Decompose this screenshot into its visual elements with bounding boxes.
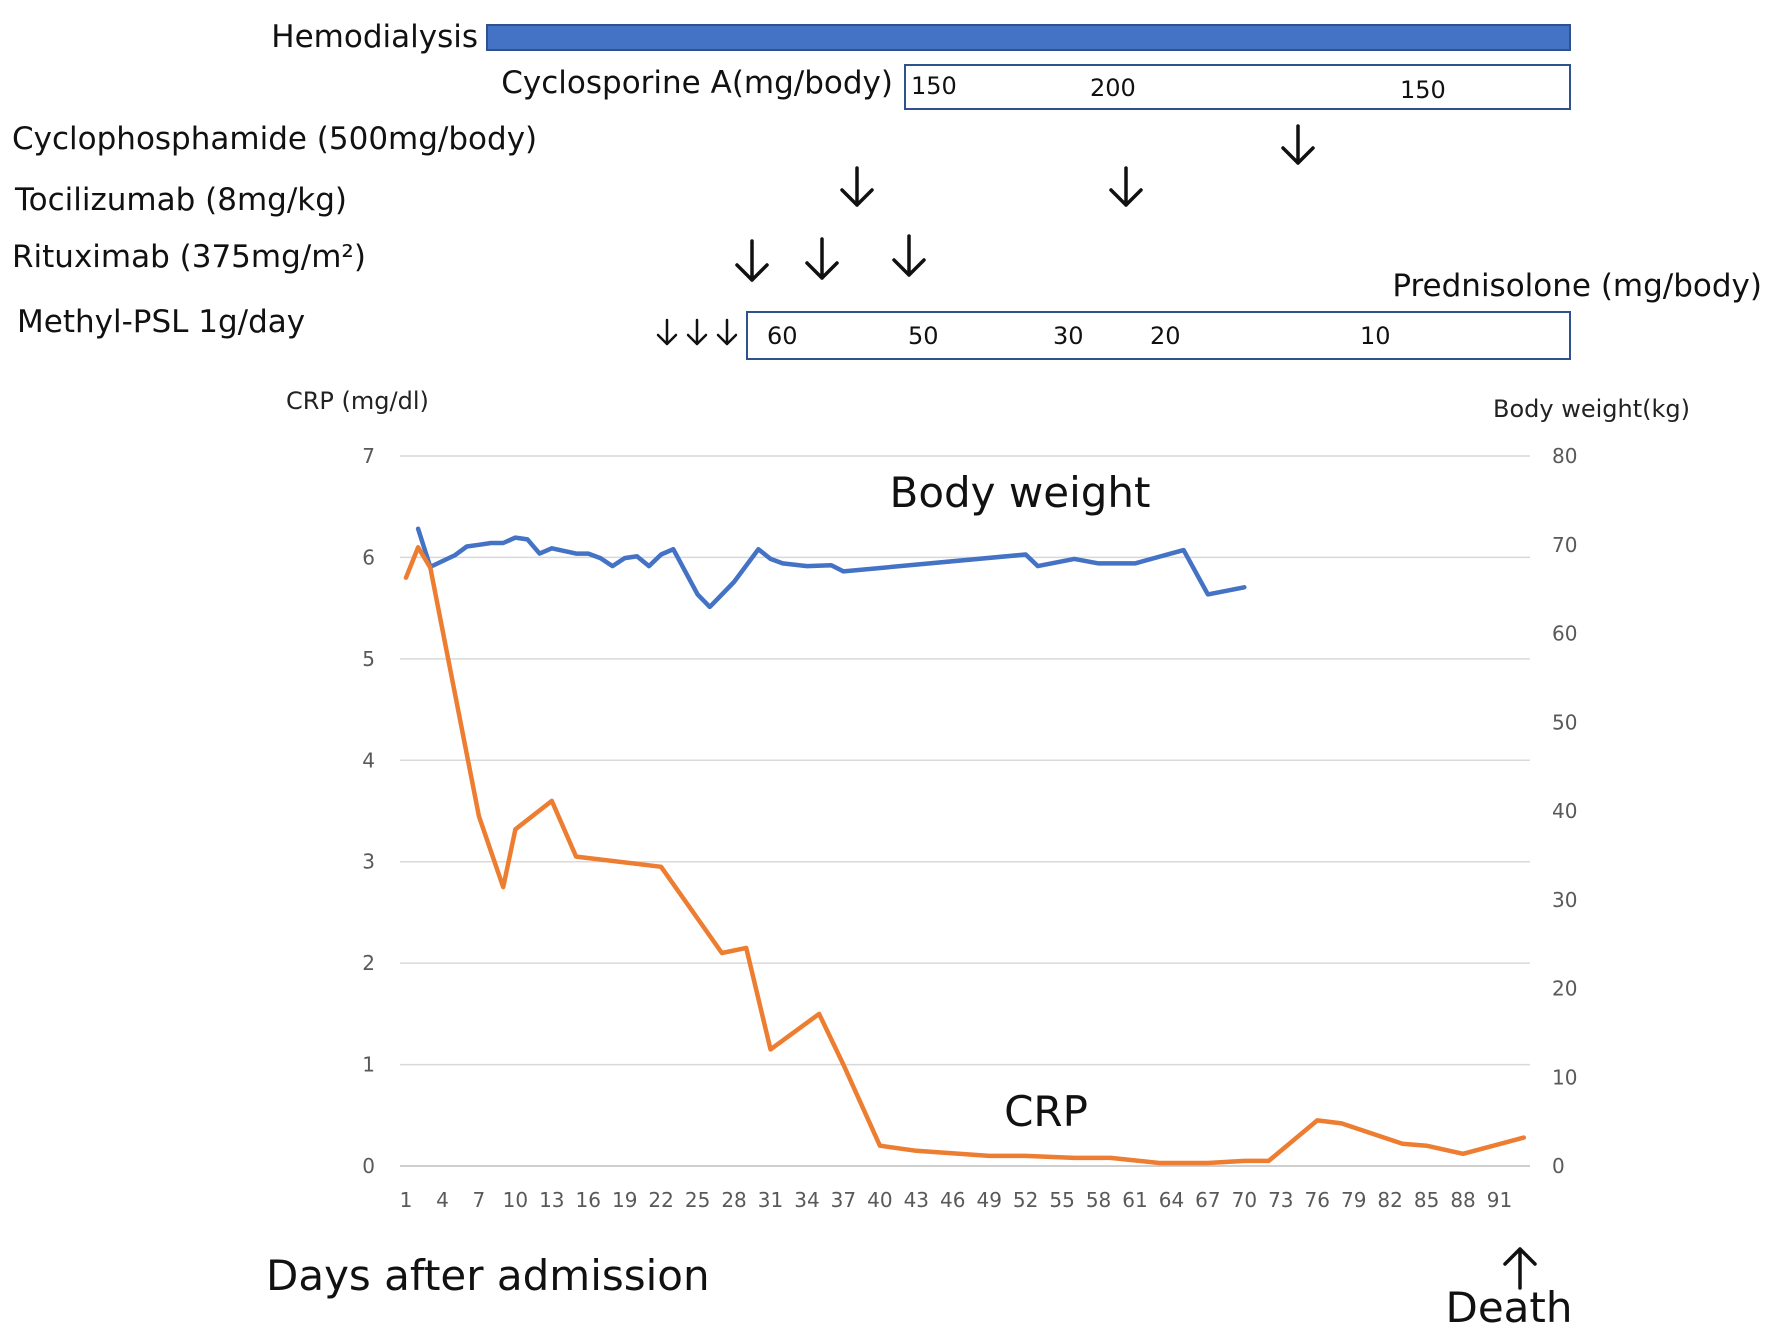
y-left-tick-label: 0 [362,1154,375,1178]
tocilizumab-arrow-icon-2 [1109,166,1143,207]
y-left-tick-label: 7 [362,444,375,468]
x-axis-ticks: 1 4 7 10 13 16 19 22 25 28 31 34 37 40 43 46 49 52 55 58 61 6… [400,1188,1513,1212]
y-axis-left-ticks: 0 1 2 3 4 5 6 7 [362,444,375,1178]
prednisolone-dose-50: 50 [908,322,939,350]
x-tick-label: 79 [1341,1188,1366,1212]
y-right-tick-label: 50 [1552,710,1577,734]
hemodialysis-bar [486,24,1571,51]
x-tick-label: 55 [1049,1188,1074,1212]
cyclosporine-dose-3: 150 [1400,76,1446,104]
x-tick-label: 85 [1414,1188,1439,1212]
y-left-tick-label: 5 [362,647,375,671]
body-weight-series-label: Body weight [890,468,1151,517]
x-tick-label: 31 [758,1188,783,1212]
rituximab-arrow-icon-3 [892,234,926,277]
x-tick-label: 19 [612,1188,637,1212]
gridlines [400,455,1530,1167]
methylpsl-arrow-icon-3 [716,318,738,346]
hemodialysis-label: Hemodialysis [271,19,478,55]
series-line-body-weight [415,526,1247,610]
x-tick-label: 73 [1268,1188,1293,1212]
treatment-timeline: Hemodialysis Cyclosporine A(mg/body) 150… [12,19,1762,360]
x-tick-label: 13 [539,1188,564,1212]
y-left-tick-label: 2 [362,951,375,975]
x-tick-label: 43 [904,1188,929,1212]
x-tick-label: 46 [940,1188,965,1212]
x-tick-label: 64 [1159,1188,1184,1212]
rituximab-label: Rituximab (375mg/m²) [12,239,366,275]
death-arrow-icon [1503,1247,1537,1290]
rituximab-arrow-icon-1 [735,239,769,282]
y-right-tick-label: 20 [1552,977,1577,1001]
y-axis-left-title: CRP (mg/dl) [286,387,429,415]
prednisolone-box [746,311,1571,360]
tocilizumab-arrow-icon-1 [840,166,874,207]
x-tick-label: 34 [794,1188,819,1212]
x-tick-label: 16 [576,1188,601,1212]
y-right-tick-label: 10 [1552,1065,1577,1089]
cyclophosphamide-label: Cyclophosphamide (500mg/body) [12,121,537,157]
y-axis-right-ticks: 0 10 20 30 40 50 60 70 80 [1552,444,1577,1178]
x-tick-label: 10 [503,1188,528,1212]
y-right-tick-label: 70 [1552,533,1577,557]
cyclophosphamide-arrow-icon [1281,124,1315,165]
tocilizumab-label: Tocilizumab (8mg/kg) [14,182,347,218]
y-left-tick-label: 6 [362,545,375,569]
x-tick-label: 67 [1195,1188,1220,1212]
y-right-tick-label: 60 [1552,622,1577,646]
methylpsl-arrow-icon-1 [656,318,678,346]
y-left-tick-label: 1 [362,1053,375,1077]
x-tick-label: 1 [400,1188,413,1212]
methylpsl-label: Methyl-PSL 1g/day [17,304,305,340]
death-label: Death [1445,1283,1572,1332]
y-right-tick-label: 80 [1552,444,1577,468]
x-tick-label: 49 [976,1188,1001,1212]
x-tick-label: 25 [685,1188,710,1212]
prednisolone-dose-20: 20 [1150,322,1181,350]
prednisolone-label: Prednisolone (mg/body) [1392,268,1762,304]
x-tick-label: 61 [1122,1188,1147,1212]
prednisolone-dose-60: 60 [767,322,798,350]
crp-series-label: CRP [1004,1087,1088,1136]
cyclosporine-box [904,64,1571,110]
x-tick-label: 70 [1232,1188,1257,1212]
x-tick-label: 88 [1450,1188,1475,1212]
methylpsl-arrow-icon-2 [686,318,708,346]
x-axis-title: Days after admission [266,1251,710,1300]
x-tick-label: 40 [867,1188,892,1212]
series-lines [403,526,1527,1166]
x-tick-label: 58 [1086,1188,1111,1212]
cyclosporine-label: Cyclosporine A(mg/body) [501,65,893,101]
prednisolone-dose-30: 30 [1053,322,1084,350]
series-line-crp [403,545,1527,1166]
y-right-tick-label: 40 [1552,799,1577,823]
x-tick-label: 76 [1305,1188,1330,1212]
cyclosporine-dose-2: 200 [1090,74,1136,102]
x-tick-label: 28 [721,1188,746,1212]
prednisolone-dose-10: 10 [1360,322,1391,350]
x-tick-label: 52 [1013,1188,1038,1212]
x-tick-label: 82 [1377,1188,1402,1212]
x-tick-label: 22 [648,1188,673,1212]
cyclosporine-dose-1: 150 [911,72,957,100]
y-left-tick-label: 4 [362,748,375,772]
rituximab-arrow-icon-2 [805,237,839,280]
x-tick-label: 4 [436,1188,449,1212]
x-tick-label: 7 [473,1188,486,1212]
y-axis-right-title: Body weight(kg) [1493,395,1690,423]
y-left-tick-label: 3 [362,850,375,874]
x-tick-label: 91 [1487,1188,1512,1212]
y-right-tick-label: 0 [1552,1154,1565,1178]
x-tick-label: 37 [831,1188,856,1212]
y-right-tick-label: 30 [1552,888,1577,912]
